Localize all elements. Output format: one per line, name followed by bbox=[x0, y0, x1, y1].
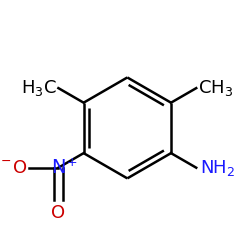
Text: +: + bbox=[66, 156, 77, 169]
Text: O: O bbox=[13, 159, 27, 177]
Text: N: N bbox=[51, 158, 66, 177]
Text: −: − bbox=[1, 155, 11, 168]
Text: O: O bbox=[51, 204, 66, 222]
Text: NH$_2$: NH$_2$ bbox=[200, 158, 235, 178]
Text: CH$_3$: CH$_3$ bbox=[198, 78, 234, 98]
Text: H$_3$C: H$_3$C bbox=[21, 78, 57, 98]
